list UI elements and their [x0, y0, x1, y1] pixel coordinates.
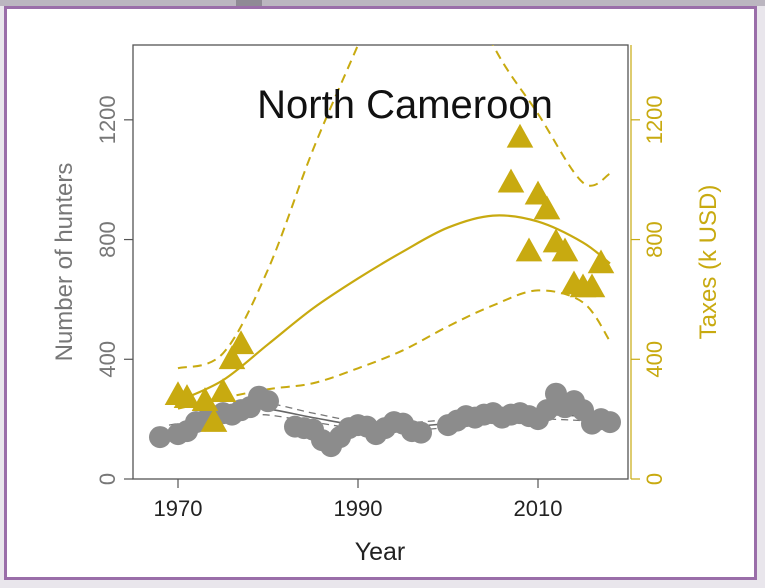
y-left-tick-label: 400: [95, 341, 120, 378]
plot-area-frame: [132, 44, 629, 480]
taxes-point: [533, 195, 561, 220]
taxes-point: [551, 237, 579, 262]
x-tick-label: 1970: [154, 496, 203, 521]
taxes-point: [218, 345, 246, 370]
y-axis-label-right: Taxes (k USD): [695, 185, 722, 340]
taxes-point: [200, 408, 228, 432]
taxes-fit-ci-upper: [177, 45, 611, 370]
x-tick-label: 2010: [514, 496, 563, 521]
taxes-point: [524, 180, 552, 205]
hunters-point: [599, 411, 621, 434]
x-axis-label: Year: [355, 538, 406, 566]
window-top-bar: [0, 0, 765, 6]
taxes-point: [515, 237, 543, 262]
taxes-point: [578, 273, 606, 298]
hunters-point: [149, 426, 171, 449]
x-tick-label: 1990: [334, 496, 383, 521]
taxes-point: [506, 123, 534, 148]
taxes-point: [227, 330, 255, 355]
y-left-tick-label: 800: [95, 221, 120, 258]
window-tab-marker: [236, 0, 262, 8]
y-right-tick-label: 0: [642, 473, 667, 485]
hunters-point: [410, 421, 432, 444]
axes: 1970 1990 2010 0 400 800 1200 0 400 800 1200: [95, 45, 667, 521]
y-right-tick-label: 400: [642, 341, 667, 378]
taxes-point: [173, 384, 201, 408]
y-right-tick-label: 800: [642, 221, 667, 258]
hunters-point: [257, 390, 279, 413]
hunters-point: [536, 399, 558, 422]
taxes-point: [587, 249, 615, 274]
taxes-fit-line: [177, 214, 611, 403]
taxes-point: [191, 387, 219, 411]
y-axis-label-left: Number of hunters: [51, 163, 78, 362]
taxes-point: [209, 378, 237, 402]
y-left-tick-label: 1200: [95, 95, 120, 144]
y-right-tick-label: 1200: [642, 95, 667, 144]
data-markers: [149, 123, 621, 458]
chart-title: North Cameroon: [257, 83, 553, 127]
y-left-tick-label: 0: [95, 473, 120, 485]
taxes-point: [497, 168, 525, 193]
